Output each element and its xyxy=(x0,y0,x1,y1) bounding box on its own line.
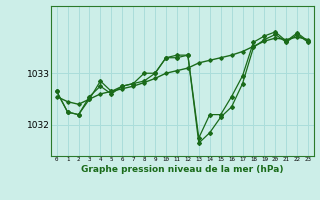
X-axis label: Graphe pression niveau de la mer (hPa): Graphe pression niveau de la mer (hPa) xyxy=(81,165,284,174)
